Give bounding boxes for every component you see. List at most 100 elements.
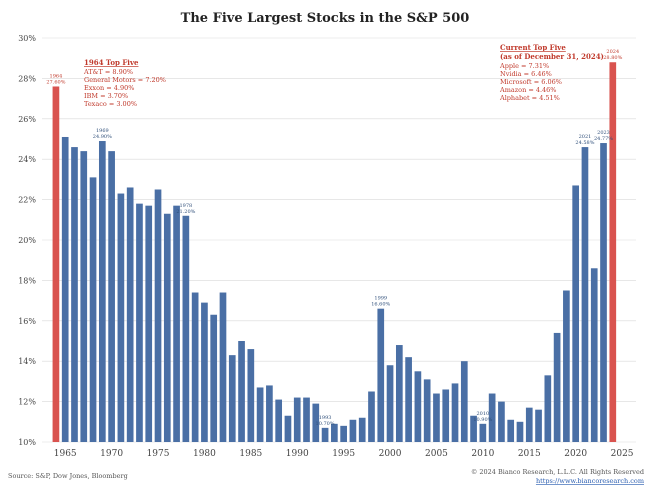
bar-2021 [581, 147, 589, 442]
bar-1967 [80, 151, 88, 442]
annotation-right-line: Apple = 7.31% [499, 62, 549, 70]
annotation-left-heading: 1964 Top Five [84, 58, 139, 67]
annotation-left-line: General Motors = 7.20% [84, 76, 166, 84]
bar-2020 [572, 185, 580, 442]
data-label-year: 2010 [476, 411, 489, 417]
y-tick-label: 18% [18, 276, 36, 285]
bar-2015 [525, 407, 533, 442]
bar-1964 [52, 86, 60, 442]
bar-1968 [89, 177, 97, 442]
data-label-value: 27.60% [46, 79, 65, 85]
y-tick-label: 30% [18, 34, 36, 43]
data-label-year: 1993 [319, 415, 332, 421]
bar-2018 [553, 332, 561, 442]
bar-1983 [228, 355, 236, 442]
annotation-left-line: Exxon = 4.90% [84, 84, 134, 92]
annotation-1964-top-five: 1964 Top Five AT&T = 8.90% General Motor… [83, 58, 166, 108]
bar-1978 [182, 215, 190, 442]
bar-2002 [405, 357, 412, 442]
bar-2006 [442, 389, 450, 442]
annotation-right-line: Microsoft = 6.06% [500, 78, 562, 86]
x-tick-label: 2025 [611, 449, 634, 459]
bar-1976 [163, 213, 171, 442]
bar-2007 [451, 383, 459, 442]
data-label-value: 24.77% [594, 136, 613, 142]
bar-1988 [275, 399, 283, 442]
data-label-value: 28.80% [603, 55, 622, 61]
annotation-right-heading: Current Top Five [500, 43, 566, 52]
footer: Source: S&P, Dow Jones, Bloomberg © 2024… [8, 468, 644, 485]
bar-1971 [117, 193, 125, 442]
bar-1999 [377, 308, 385, 442]
bar-1989 [284, 415, 292, 442]
bar-1977 [173, 205, 180, 442]
chart-title: The Five Largest Stocks in the S&P 500 [181, 11, 470, 26]
x-tick-label: 2015 [518, 449, 541, 459]
bar-1975 [154, 189, 162, 442]
data-label-year: 1969 [96, 128, 109, 134]
bar-2004 [423, 379, 431, 442]
x-tick-label: 1985 [239, 449, 262, 459]
bar-2014 [516, 421, 524, 442]
y-tick-label: 28% [18, 74, 36, 83]
annotation-right-line: Amazon = 4.46% [499, 86, 557, 94]
bar-2000 [386, 365, 394, 442]
bars [52, 62, 617, 443]
y-tick-label: 10% [18, 438, 36, 447]
bar-1994 [331, 423, 338, 442]
bar-2012 [498, 401, 505, 442]
bar-1969 [98, 141, 106, 442]
bar-1985 [247, 349, 255, 442]
data-label-value: 24.58% [575, 140, 594, 146]
bar-1966 [71, 147, 78, 442]
data-label-value: 10.70% [316, 421, 335, 427]
bar-2013 [507, 419, 515, 442]
data-label-value: 16.60% [371, 302, 390, 308]
data-label-year: 2023 [597, 130, 610, 136]
x-tick-label: 1980 [193, 449, 216, 459]
website-link[interactable]: https://www.biancoresearch.com [536, 477, 644, 485]
bar-1997 [358, 417, 366, 442]
bar-1990 [293, 397, 301, 442]
bar-1991 [303, 397, 310, 442]
annotation-right-line: Alphabet = 4.51% [499, 94, 560, 102]
x-tick-label: 1970 [100, 449, 123, 459]
bar-2008 [460, 361, 468, 442]
y-tick-label: 14% [18, 357, 36, 366]
y-tick-label: 16% [18, 317, 36, 326]
annotations: 1964 Top Five AT&T = 8.90% General Motor… [83, 43, 604, 108]
source-note: Source: S&P, Dow Jones, Bloomberg [8, 472, 128, 480]
data-label-value: 10.90% [473, 417, 492, 423]
bar-1973 [136, 203, 143, 442]
bar-1992 [312, 403, 320, 442]
x-tick-label: 2005 [425, 449, 448, 459]
bar-1965 [61, 136, 69, 443]
bar-2024 [609, 62, 617, 443]
annotation-left-line: Texaco = 3.00% [84, 100, 137, 108]
x-tick-label: 1975 [147, 449, 170, 459]
annotation-right-line: Nvidia = 6.46% [500, 70, 552, 78]
x-tick-label: 1965 [54, 449, 77, 459]
bar-2001 [395, 345, 403, 442]
bar-1981 [210, 314, 218, 442]
bar-1979 [191, 292, 199, 442]
x-tick-label: 2010 [471, 449, 494, 459]
bar-2016 [535, 409, 542, 442]
bar-2019 [563, 290, 570, 442]
data-label-year: 1964 [50, 73, 63, 79]
y-tick-label: 22% [18, 196, 36, 205]
annotation-right-subheading: (as of December 31, 2024) [500, 52, 604, 61]
y-tick-label: 26% [18, 115, 36, 124]
bar-1987 [266, 385, 273, 442]
bar-1996 [349, 419, 357, 442]
bar-1984 [238, 341, 245, 442]
data-label-year: 1999 [374, 296, 387, 302]
bar-1980 [201, 302, 208, 442]
x-tick-label: 2020 [564, 449, 587, 459]
data-label-year: 2021 [579, 134, 592, 140]
bar-2010 [479, 423, 487, 442]
bar-1970 [108, 151, 115, 442]
x-tick-label: 1995 [332, 449, 355, 459]
